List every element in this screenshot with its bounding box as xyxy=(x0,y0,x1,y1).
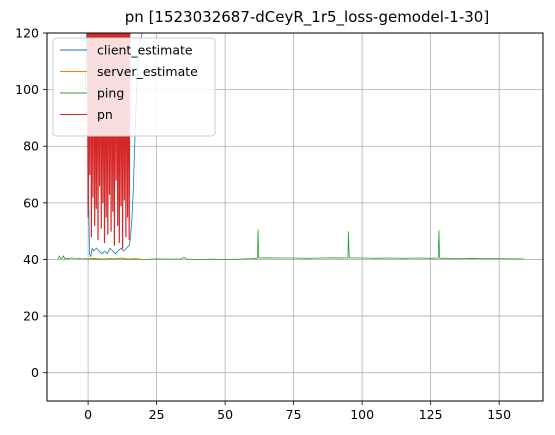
x-tick-label: 100 xyxy=(350,407,374,422)
chart-title: pn [1523032687-dCeyR_1r5_loss-gemodel-1-… xyxy=(125,8,489,27)
plot-frame xyxy=(46,32,544,402)
legend-label: ping xyxy=(97,86,124,101)
series-line-ping xyxy=(57,229,524,260)
axis-ticks: 0 25 50 75 100 125 150 0 20 40 60 80 100 120 xyxy=(15,26,511,423)
x-tick-label: 50 xyxy=(217,407,233,422)
y-tick-label: 100 xyxy=(15,82,39,97)
legend-label: server_estimate xyxy=(97,64,198,79)
x-tick-label: 0 xyxy=(84,407,92,422)
x-tick-label: 125 xyxy=(419,407,443,422)
y-tick-label: 120 xyxy=(15,26,39,41)
y-tick-label: 0 xyxy=(31,365,39,380)
legend-label: pn xyxy=(97,107,113,122)
x-tick-label: 75 xyxy=(286,407,302,422)
x-tick-label: 150 xyxy=(487,407,511,422)
legend-box xyxy=(52,37,216,137)
y-tick-label: 80 xyxy=(23,139,39,154)
y-tick-label: 40 xyxy=(23,252,39,267)
y-tick-label: 60 xyxy=(23,195,39,210)
legend-label: client_estimate xyxy=(97,43,193,58)
y-tick-label: 20 xyxy=(23,309,39,324)
x-tick-label: 25 xyxy=(149,407,165,422)
